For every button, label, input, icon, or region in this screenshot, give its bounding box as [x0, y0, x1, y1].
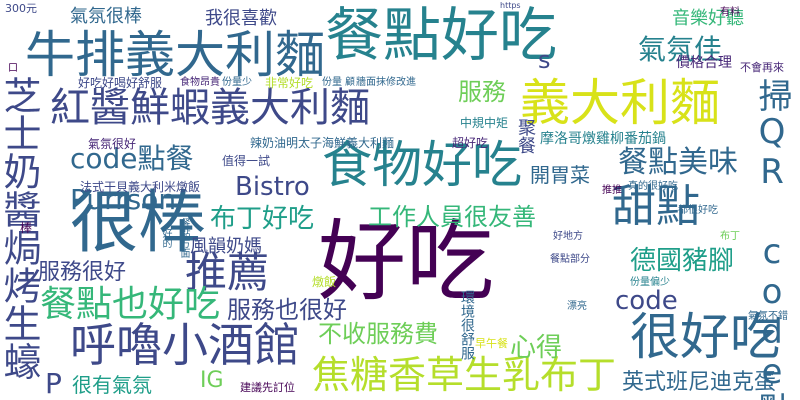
word: 音樂好聽 [672, 8, 744, 29]
word: 德國豬腳 [630, 246, 735, 276]
word: 甜點 [612, 181, 700, 232]
word: 義大利麵 [520, 74, 720, 132]
word: 呼嚕小酒館 [70, 318, 300, 372]
word: Bistro [235, 172, 310, 202]
word: 布丁 [720, 231, 740, 242]
word: 份量 [322, 77, 342, 88]
word: Purrson [70, 183, 177, 216]
word: 布丁好吃 [210, 204, 315, 234]
word: 摩洛哥燉雞柳番茄鍋 [540, 131, 666, 147]
word: 餐點方面 [178, 218, 189, 258]
word: 非常好吃 [265, 76, 314, 90]
word: 棒 [20, 221, 33, 235]
word: 不會再來 [740, 61, 784, 74]
word: 份量偏少 [630, 277, 670, 288]
word: 食物好吃 [322, 136, 522, 194]
word: 很棒 [70, 184, 207, 263]
word: 好吃好喝好舒服 [78, 76, 163, 90]
word: 顧 [345, 77, 355, 88]
word: 法式干貝義大利米燉飯 [80, 180, 201, 194]
word: 餐點也好吃 [40, 284, 221, 325]
word: 價格合理 [676, 55, 732, 71]
word: P [45, 367, 62, 400]
word: 燉飯 [312, 275, 337, 289]
word: 漂亮 [567, 301, 587, 312]
word: 我很喜歡 [205, 8, 277, 29]
word: code [615, 286, 678, 316]
word: 風韻奶媽 [190, 236, 262, 257]
word: 服務很好 [38, 260, 127, 285]
word: 工作人員很友善 [368, 203, 536, 231]
word: 早午餐 [475, 337, 508, 350]
word: 建議先訂位 [240, 381, 295, 394]
word: 都很好吃 [678, 205, 718, 216]
word: 服務 [458, 78, 506, 106]
word: 很好吃 [630, 308, 780, 366]
word: code點餐 [70, 142, 194, 175]
word: 聚餐 [515, 118, 536, 154]
word: 牆面抹修改進 [356, 77, 416, 88]
word: 心得 [510, 333, 563, 363]
word: 環境很舒服 [459, 290, 475, 360]
word: 中規中矩 [460, 116, 509, 130]
word: 氣氛佳 [638, 33, 723, 66]
word: 餐點美味 [618, 145, 738, 180]
word: 超好吃 [452, 136, 489, 150]
word: 好吃 [318, 210, 495, 313]
word: https [500, 1, 521, 10]
word: 不收服務費 [318, 320, 438, 348]
word: 好的 [160, 228, 171, 248]
word: 好地方 [553, 231, 583, 242]
word: 很有氣氛 [72, 373, 152, 397]
word: 英式班尼迪克蛋 [622, 370, 777, 395]
word: IG [200, 368, 224, 393]
word: 芝士奶醬焗烤生蠔 [0, 76, 41, 380]
word: 氣氛很好 [88, 137, 137, 151]
word: 推推 [602, 185, 622, 196]
word: 值得一試 [222, 154, 271, 168]
word: s [538, 46, 551, 74]
word: 食物昂貴 [180, 77, 220, 88]
word: 餐點好吃 [325, 1, 558, 69]
word: 300元 [5, 2, 37, 15]
word: 掃QR code點餐 [752, 78, 792, 400]
word: 辣奶油明太子海鮮義大利麵 [250, 136, 395, 150]
word: 焦糖香草生乳布丁 [312, 353, 617, 397]
word: 氣氛不錯 [748, 311, 788, 322]
word: 服務也很好 [227, 296, 347, 324]
word: 份量少 [222, 77, 252, 88]
word: 推薦 [185, 248, 270, 297]
word: 紅醬鮮蝦義大利麵 [50, 85, 370, 131]
word: 有料 [720, 7, 740, 18]
word: 口 [8, 63, 18, 74]
word: 真的很好吃 [628, 181, 678, 192]
word: 開胃菜 [530, 163, 590, 187]
word: 牛排義大利麵 [25, 26, 325, 84]
word: 氣氛很棒 [70, 6, 142, 27]
word: 餐點部分 [550, 254, 590, 265]
